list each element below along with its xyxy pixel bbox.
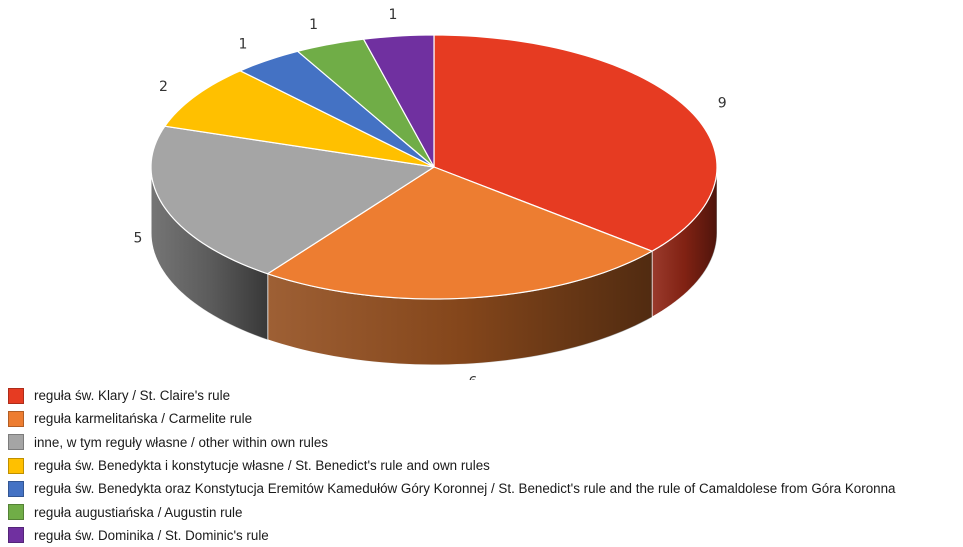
legend-swatch bbox=[8, 504, 24, 521]
pie-slice-side-shade-1 bbox=[652, 167, 717, 318]
data-label-4: 2 bbox=[159, 79, 168, 95]
legend-item: reguła św. Benedykta oraz Konstytucja Er… bbox=[8, 477, 963, 500]
legend-item: reguła św. Klary / St. Claire's rule bbox=[8, 384, 963, 407]
legend-swatch bbox=[8, 410, 24, 427]
data-label-5: 1 bbox=[238, 36, 247, 52]
data-label-3: 5 bbox=[133, 230, 142, 246]
pie-slice-7 bbox=[363, 34, 435, 168]
legend-swatch bbox=[8, 527, 24, 544]
legend-item: reguła augustiańska / Augustin rule bbox=[8, 500, 963, 523]
pie-side-walls bbox=[150, 166, 718, 366]
legend-swatch bbox=[8, 457, 24, 474]
pie-slice-side-shade-2 bbox=[267, 251, 653, 365]
legend-swatch bbox=[8, 387, 24, 404]
legend-item: inne, w tym reguły własne / other within… bbox=[8, 431, 963, 454]
pie-slice-4 bbox=[164, 70, 435, 168]
legend-item: reguła karmelitańska / Carmelite rule bbox=[8, 407, 963, 430]
legend-swatch bbox=[8, 434, 24, 451]
pie-slice-2 bbox=[267, 166, 653, 300]
pie-slice-5 bbox=[239, 50, 435, 168]
legend-label: inne, w tym reguły własne / other within… bbox=[34, 434, 328, 450]
legend-label: reguła karmelitańska / Carmelite rule bbox=[34, 411, 253, 427]
legend-swatch bbox=[8, 480, 24, 497]
pie-slice-6 bbox=[297, 38, 435, 168]
pie-slice-side-shade-3 bbox=[151, 167, 268, 340]
chart-legend: reguła św. Klary / St. Claire's rule regu… bbox=[8, 384, 963, 547]
data-label-2: 6 bbox=[469, 375, 478, 381]
legend-label: reguła św. Benedykta oraz Konstytucja Er… bbox=[34, 481, 896, 497]
legend-label: reguła św. Klary / St. Claire's rule bbox=[34, 388, 231, 404]
data-label-1: 9 bbox=[718, 96, 727, 112]
pie-slice-3 bbox=[150, 125, 435, 275]
data-label-7: 1 bbox=[388, 7, 397, 23]
pie-slice-1 bbox=[433, 34, 718, 252]
pie-top-faces bbox=[150, 34, 718, 300]
legend-label: reguła św. Benedykta i konstytucje własn… bbox=[34, 458, 490, 474]
legend-label: reguła św. Dominika / St. Dominic's rule bbox=[34, 527, 269, 543]
legend-item: reguła św. Benedykta i konstytucje własn… bbox=[8, 454, 963, 477]
legend-label: reguła augustiańska / Augustin rule bbox=[34, 504, 243, 520]
pie-chart: 9 6 5 2 1 1 1 bbox=[133, 7, 726, 380]
legend-item: reguła św. Dominika / St. Dominic's rule bbox=[8, 524, 963, 547]
pie-data-labels: 9 6 5 2 1 1 1 bbox=[133, 7, 726, 380]
data-label-6: 1 bbox=[309, 17, 318, 33]
